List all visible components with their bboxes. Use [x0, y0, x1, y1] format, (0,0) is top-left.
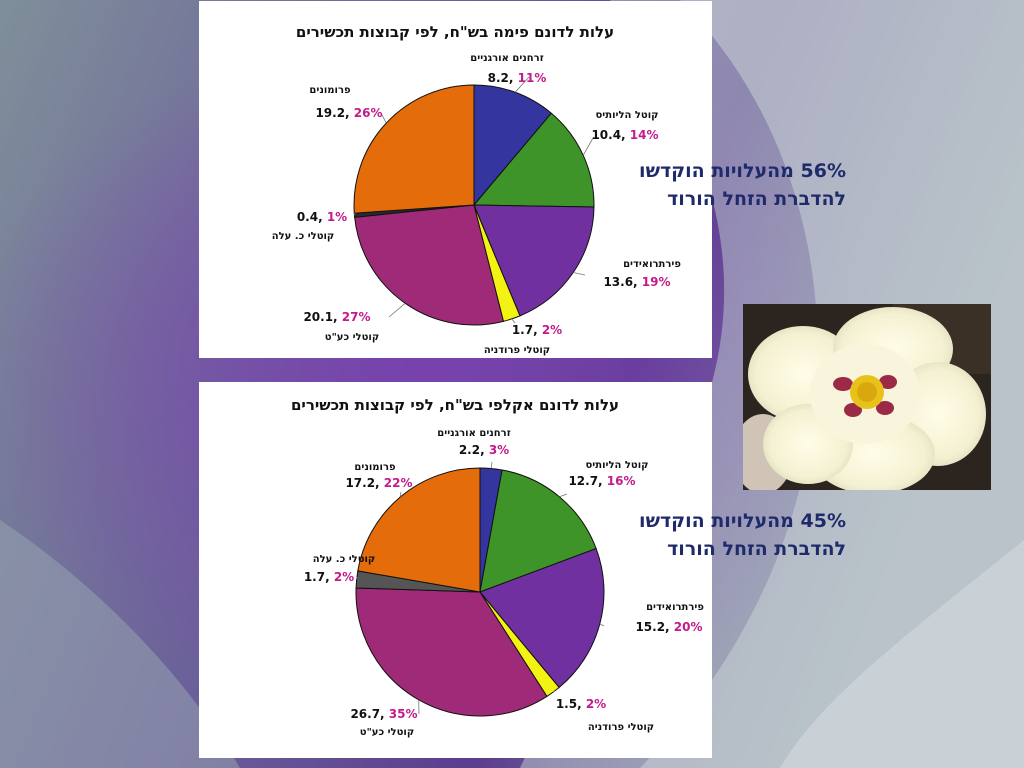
slice-value: 26.7, 35% [350, 707, 417, 721]
leader-line [388, 302, 406, 318]
slice-label: פרומונים [354, 462, 396, 473]
pie-slice [472, 112, 595, 208]
slice-percent: 22% [384, 476, 413, 490]
slice-value: 0.4, 1% [297, 210, 347, 224]
leader-line [354, 212, 356, 216]
slice-percent: 35% [389, 707, 418, 721]
leader-line [599, 623, 605, 627]
cost-summary-bottom: 45% מהעלויות הוקדשו להדברת הזחל הורוד [560, 507, 846, 563]
summary-bottom-line1: 45% מהעלויות הוקדשו [639, 510, 846, 532]
slice-value: 8.2, 11% [488, 71, 547, 85]
leader-line [582, 137, 594, 156]
summary-top-line1: 56% מהעלויות הוקדשו [639, 160, 846, 182]
slice-value: 1.5, 2% [556, 697, 606, 711]
slice-percent: 2% [586, 697, 606, 711]
leader-line [514, 76, 530, 93]
slice-label: קוטלי כע"ט [360, 727, 414, 738]
pie-slices [353, 84, 595, 326]
slice-value: 13.6, 19% [603, 275, 670, 289]
cost-summary-top: 56% מהעלויות הוקדשו להדברת הזחל הורוד [560, 157, 846, 213]
leader-line [573, 272, 586, 276]
pie-slice [354, 204, 505, 326]
slice-label: פירתרואידים [646, 602, 704, 613]
slice-percent: 19% [642, 275, 671, 289]
leader-line [490, 461, 493, 469]
leader-line [380, 112, 387, 124]
slice-label: קוטל הליותיס [586, 460, 649, 471]
slice-value: 17.2, 22% [345, 476, 412, 490]
slice-value: 1.7, 2% [304, 570, 354, 584]
slice-label: פרומונים [309, 85, 351, 96]
slice-label: זרחנים אורגניים [470, 53, 543, 64]
slice-percent: 11% [518, 71, 547, 85]
summary-top-line2: להדברת הזחל הורוד [667, 188, 846, 210]
slice-value: 10.4, 14% [591, 128, 658, 142]
slice-percent: 20% [674, 620, 703, 634]
slice-label: קוטלי כ. עלה [313, 554, 376, 565]
slice-percent: 16% [607, 474, 636, 488]
slice-value: 12.7, 16% [568, 474, 635, 488]
chart-panel-bottom: עלות לדונם אקלפי בש"ח, לפי קבוצות תכשירי… [199, 382, 712, 758]
pie-slice [357, 467, 481, 593]
slice-value: 1.7, 2% [512, 323, 562, 337]
chart-title: עלות לדונם פימה בש"ח, לפי קבוצות תכשירים [296, 23, 614, 41]
summary-bottom-line2: להדברת הזחל הורוד [667, 538, 846, 560]
slice-percent: 14% [630, 128, 659, 142]
pie-slices [355, 467, 605, 717]
leader-line [511, 318, 516, 324]
slice-percent: 3% [489, 443, 509, 457]
leader-line [559, 493, 568, 498]
slice-percent: 2% [542, 323, 562, 337]
slice-label: קוטל הליותיס [596, 110, 659, 121]
slice-percent: 26% [354, 106, 383, 120]
slice-label: קוטלי כ. עלה [272, 231, 335, 242]
chart-title: עלות לדונם אקלפי בש"ח, לפי קבוצות תכשירי… [291, 396, 619, 414]
leader-line [552, 689, 556, 693]
leader-line [399, 491, 402, 498]
slice-value: 2.2, 3% [459, 443, 509, 457]
slice-label: זרחנים אורגניים [437, 428, 510, 439]
slice-percent: 27% [342, 310, 371, 324]
pie-chart-acala: עלות לדונם אקלפי בש"ח, לפי קבוצות תכשירי… [291, 396, 704, 738]
slice-label: פירתרואידים [623, 259, 681, 270]
slice-label: קוטלי פרודניה [484, 345, 550, 356]
slice-percent: 1% [327, 210, 347, 224]
slice-label: קוטלי כע"ט [325, 332, 379, 343]
pie-chart-pima: עלות לדונם פימה בש"ח, לפי קבוצות תכשירים… [272, 23, 682, 356]
slice-value: 19.2, 26% [315, 106, 382, 120]
pie-slice [479, 547, 605, 689]
pie-slice [353, 84, 475, 214]
slice-percent: 2% [334, 570, 354, 584]
cotton-flower-photo [743, 304, 991, 490]
pie-slice [479, 469, 597, 593]
slice-value: 15.2, 20% [635, 620, 702, 634]
chart-panel-top: עלות לדונם פימה בש"ח, לפי קבוצות תכשירים… [199, 1, 712, 358]
slice-label: קוטלי פרודניה [588, 722, 654, 733]
slice-value: 20.1, 27% [303, 310, 370, 324]
